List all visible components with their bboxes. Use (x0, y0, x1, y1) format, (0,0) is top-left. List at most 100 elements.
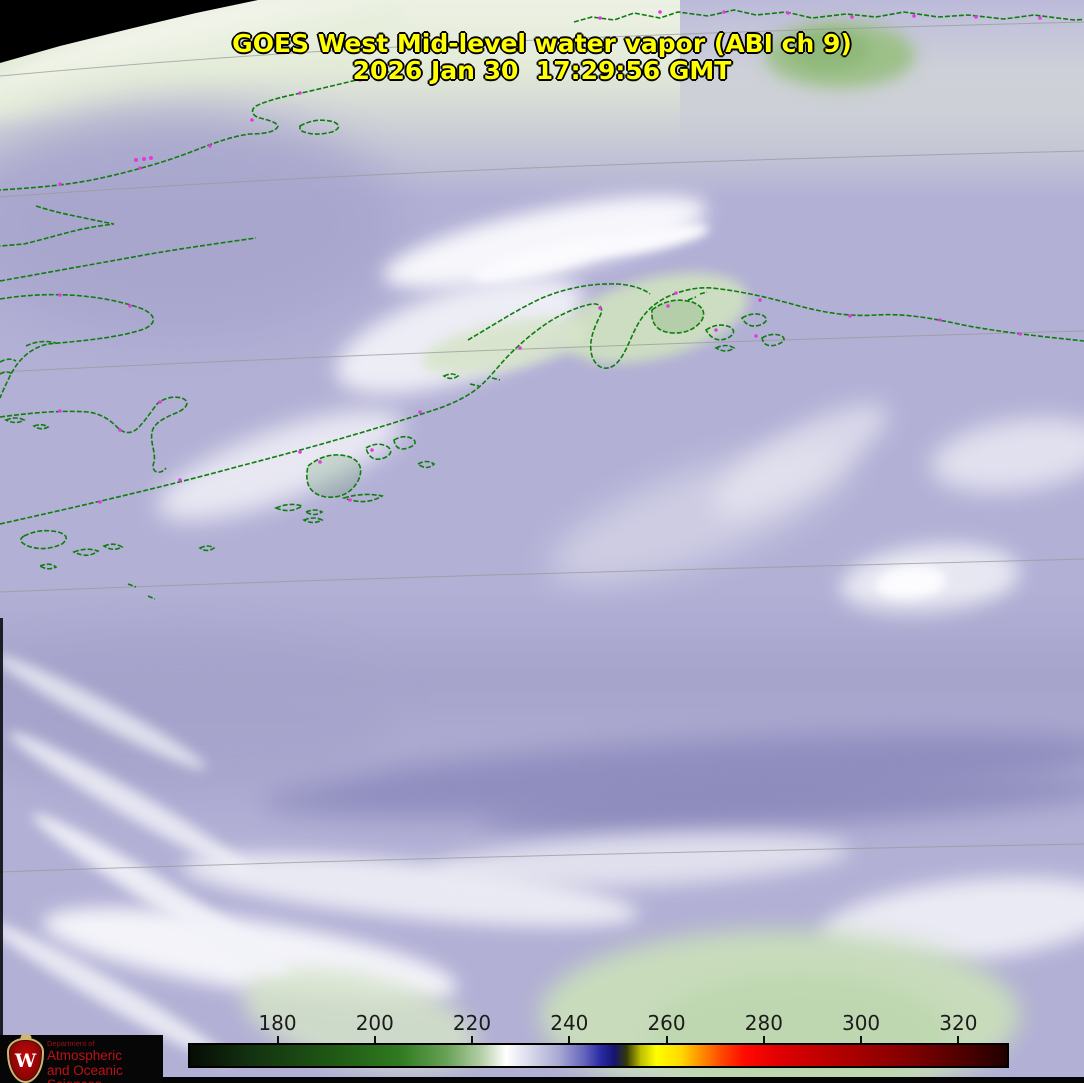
city-dot (58, 409, 62, 413)
colorbar-label: 280 (744, 1011, 783, 1035)
city-markers (58, 10, 1042, 504)
graticule-line (0, 330, 1084, 373)
city-dot (850, 15, 854, 19)
city-dot (298, 91, 302, 95)
graticule-line (0, 843, 1084, 873)
city-dot (128, 304, 132, 308)
city-dot (298, 450, 302, 454)
city-dot (1038, 16, 1042, 20)
colorbar-label: 220 (452, 1011, 492, 1035)
logo-name-line-1: Atmospheric (47, 1048, 123, 1064)
city-dot (358, 78, 362, 82)
colorbar-ticks (190, 1036, 1007, 1045)
colorbar-gradient (188, 1043, 1009, 1068)
city-dot (912, 14, 916, 18)
city-dot (938, 318, 942, 322)
dry-green-patch (790, 30, 870, 70)
city-dot (674, 291, 678, 295)
city-dot (134, 158, 138, 162)
colorbar-tick (276, 1036, 279, 1045)
city-dot (370, 448, 374, 452)
colorbar-label: 320 (939, 1011, 978, 1035)
city-dot (666, 304, 670, 308)
colorbar-label: 260 (647, 1011, 686, 1035)
island (304, 435, 436, 516)
city-dot (848, 314, 852, 318)
colorbar-labels: 180 200 220 240 260 280 300 320 (190, 1011, 1007, 1037)
coastline (0, 205, 115, 247)
city-dot (1018, 332, 1022, 336)
island (4, 417, 50, 430)
colorbar-tick (568, 1036, 571, 1045)
colorbar-tick (471, 1036, 474, 1045)
city-dot (250, 118, 254, 122)
island (299, 119, 340, 135)
colorbar-label: 200 (355, 1011, 394, 1035)
colorbar-label: 240 (550, 1011, 589, 1035)
city-dot (786, 11, 790, 15)
institution-logo: W Department of Atmospheric and Oceanic … (0, 1035, 163, 1083)
title-line-2: 2026 Jan 30 17:29:56 GMT (352, 56, 732, 85)
city-dot (318, 460, 322, 464)
island (198, 373, 501, 552)
city-dot (974, 15, 978, 19)
city-dot (754, 334, 758, 338)
colorbar-label: 180 (258, 1011, 297, 1035)
city-dot (758, 298, 762, 302)
island (687, 291, 785, 352)
coastline-delta (0, 293, 155, 399)
title-line-1: GOES West Mid-level water vapor (ABI ch … (232, 29, 852, 58)
image-title: GOES West Mid-level water vapor (ABI ch … (0, 30, 1084, 84)
logo-dept-line: Department of (47, 1039, 95, 1048)
coastline (0, 237, 257, 282)
image-edge (0, 1077, 1084, 1083)
city-dot (118, 428, 122, 432)
city-dot (208, 144, 212, 148)
graticule-line (0, 150, 1084, 198)
city-dot (58, 182, 62, 186)
logo-name-line-2: and Oceanic Sciences (47, 1062, 123, 1083)
island-cluster (651, 299, 705, 334)
colorbar-tick (957, 1036, 960, 1045)
colorbar-label: 300 (841, 1011, 881, 1035)
island (273, 503, 324, 524)
city-dot (714, 328, 718, 332)
city-dot (178, 478, 182, 482)
city-dot (98, 500, 102, 504)
moisture-patch (0, 110, 400, 340)
city-dot (722, 10, 726, 14)
logo-text: Department of Atmospheric and Oceanic Sc… (47, 1039, 163, 1083)
city-dot (138, 166, 142, 170)
graticule-line (0, 21, 1084, 77)
city-dot (418, 410, 422, 414)
island (20, 529, 156, 600)
coastline (0, 340, 57, 375)
coastline-bristol (0, 396, 188, 474)
city-dot (518, 346, 522, 350)
coastline-arctic (573, 9, 1084, 23)
city-dot (598, 306, 602, 310)
university-crest-icon: W (7, 1038, 44, 1083)
island-cluster (306, 454, 362, 498)
city-dot (658, 10, 662, 14)
coastline-northwest (0, 69, 397, 191)
city-dot (149, 156, 153, 160)
colorbar-tick (665, 1036, 668, 1045)
coastline-peninsula (0, 286, 1084, 525)
colorbar-tick (860, 1036, 863, 1045)
coastline-kenai (467, 283, 651, 341)
city-dot (598, 16, 602, 20)
crest-letter: W (14, 1049, 37, 1072)
colorbar-tick (762, 1036, 765, 1045)
city-dot (58, 293, 62, 297)
graticule-line (0, 558, 1084, 593)
city-dot (142, 157, 146, 161)
city-dot (348, 498, 352, 502)
image-edge (0, 618, 3, 1083)
colorbar-tick (373, 1036, 376, 1045)
city-dot (158, 400, 162, 404)
